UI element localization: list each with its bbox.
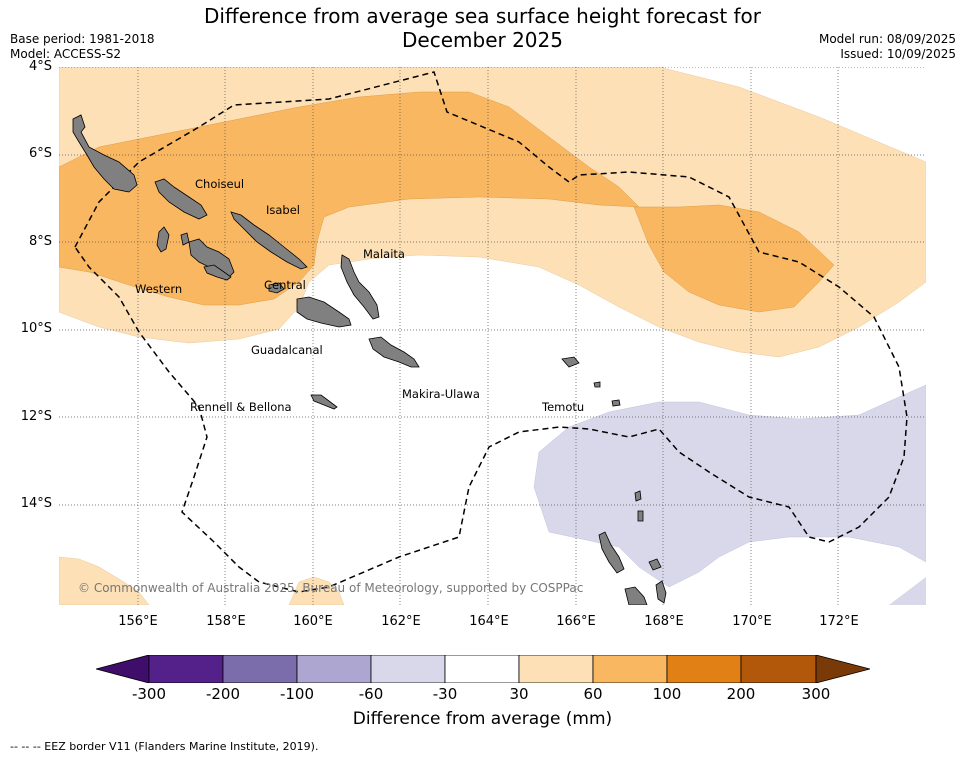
label-makira-ulawa: Makira-Ulawa [402, 387, 480, 401]
base-period-text: Base period: 1981-2018 [10, 32, 155, 46]
colorbar-segment-4 [370, 655, 446, 683]
land-western-1 [188, 238, 235, 278]
land-islet-2 [637, 510, 644, 522]
colorbar [96, 655, 870, 683]
colorbar-tick-5: -30 [432, 685, 458, 703]
lat-label-8s: 8°S [28, 234, 52, 249]
title-line-2: December 2025 [402, 28, 563, 52]
colorbar-tick-6: 30 [509, 685, 529, 703]
colorbar-segment-5 [444, 655, 520, 683]
lat-label-12s: 12°S [20, 409, 52, 424]
colorbar-tick-2: -200 [205, 685, 241, 703]
map-title: Difference from average sea surface heig… [0, 4, 965, 52]
land-choiseul-small [154, 178, 208, 220]
lon-label-160e: 160°E [293, 614, 333, 629]
lat-label-6s: 6°S [28, 146, 52, 161]
land-central-1 [268, 282, 285, 294]
anomaly-region-light-orange-sw [59, 556, 150, 605]
anomaly-region-light-purple-se [889, 577, 926, 605]
label-western: Western [135, 282, 182, 296]
lat-label-14s: 14°S [20, 496, 52, 511]
land-makira [368, 336, 420, 368]
land-vanuatu-4 [655, 580, 667, 604]
lon-label-172e: 172°E [819, 614, 859, 629]
anomaly-region-medium-orange-east [633, 204, 835, 313]
label-choiseul: Choiseul [195, 177, 244, 191]
land-choiseul [72, 114, 138, 193]
colorbar-segment-9 [740, 655, 817, 683]
meta-right: Model run: 08/09/2025 Issued: 10/09/2025 [819, 32, 956, 62]
land-masses [72, 114, 667, 605]
colorbar-high-arrow [815, 655, 870, 683]
lon-label-164e: 164°E [469, 614, 509, 629]
land-western-4 [203, 264, 232, 281]
land-islet-3 [611, 399, 621, 407]
colorbar-label: Difference from average (mm) [352, 709, 613, 729]
colorbar-tick-9: 200 [726, 685, 756, 703]
lon-label-156e: 156°E [118, 614, 158, 629]
eez-footnote: -- -- -- EEZ border V11 (Flanders Marine… [10, 740, 319, 753]
land-vanuatu-3 [624, 586, 648, 605]
meta-left: Base period: 1981-2018 Model: ACCESS-S2 [10, 32, 155, 62]
colorbar-segment-3 [296, 655, 372, 683]
lon-label-170e: 170°E [732, 614, 772, 629]
colorbar-tick-8: 100 [652, 685, 682, 703]
copyright-text: © Commonwealth of Australia 2025, Bureau… [78, 581, 583, 595]
label-rennell-bellona: Rennell & Bellona [190, 400, 292, 414]
map-canvas: Choiseul Isabel Malaita Western Central … [59, 67, 926, 605]
land-rennell [310, 394, 338, 410]
colorbar-tick-4: -60 [358, 685, 384, 703]
lat-label-10s: 10°S [20, 321, 52, 336]
colorbar-segment-6 [518, 655, 594, 683]
colorbar-low-arrow [96, 655, 150, 683]
label-temotu: Temotu [541, 400, 584, 414]
title-line-1: Difference from average sea surface heig… [203, 4, 762, 28]
label-central: Central [264, 278, 306, 292]
anomaly-region-light-orange-s [288, 576, 345, 605]
land-islet-1 [634, 490, 642, 502]
colorbar-segment-1 [148, 655, 224, 683]
colorbar-tick-3: -100 [279, 685, 315, 703]
label-malaita: Malaita [363, 247, 405, 261]
land-temotu-2 [593, 381, 601, 388]
eez-border [74, 71, 908, 593]
land-vanuatu-1 [598, 531, 625, 574]
lon-label-158e: 158°E [206, 614, 246, 629]
graticule [59, 67, 926, 605]
lon-label-162e: 162°E [381, 614, 421, 629]
land-isabel [230, 211, 308, 270]
lat-label-4s: 4°S [28, 59, 52, 74]
land-malaita [340, 254, 380, 320]
colorbar-tick-10: 300 [801, 685, 831, 703]
colorbar-tick-1: -300 [131, 685, 167, 703]
land-western-3 [180, 232, 190, 246]
land-temotu-1 [561, 356, 580, 368]
model-run-text: Model run: 08/09/2025 [818, 32, 956, 46]
issued-text: Issued: 10/09/2025 [840, 47, 956, 61]
land-guadalcanal [296, 296, 352, 328]
label-isabel: Isabel [266, 203, 300, 217]
lon-label-166e: 166°E [556, 614, 596, 629]
colorbar-segment-7 [592, 655, 668, 683]
lon-label-168e: 168°E [644, 614, 684, 629]
colorbar-tick-7: 60 [583, 685, 603, 703]
colorbar-segment-8 [666, 655, 742, 683]
land-western-2 [156, 226, 170, 253]
label-guadalcanal: Guadalcanal [251, 343, 323, 357]
colorbar-segment-2 [222, 655, 298, 683]
model-text: Model: ACCESS-S2 [10, 47, 122, 61]
land-vanuatu-2 [648, 558, 662, 571]
